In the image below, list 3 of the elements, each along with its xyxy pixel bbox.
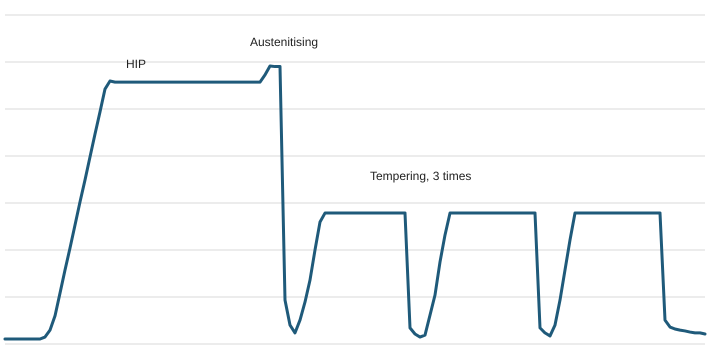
annotation: HIP bbox=[126, 57, 146, 71]
text: Austenitising bbox=[250, 35, 318, 49]
annotation: Tempering, 3 times bbox=[370, 169, 472, 183]
